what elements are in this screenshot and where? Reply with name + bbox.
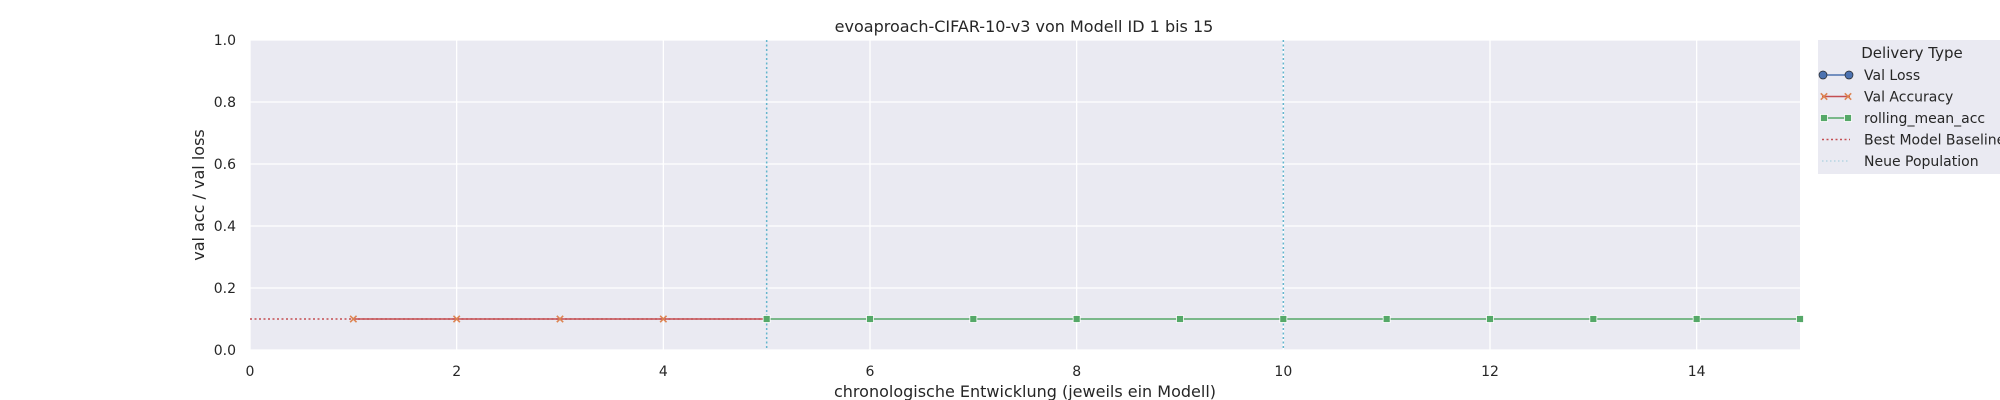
rolling-mean-acc-point: [1692, 315, 1701, 323]
rolling-mean-acc-point: [1486, 315, 1494, 323]
x-tick-label: 2: [452, 364, 461, 380]
legend-entry: Val Loss: [1818, 68, 1920, 84]
legend-label: Val Accuracy: [1864, 90, 1953, 106]
rolling-mean-acc-point: [762, 315, 771, 323]
legend-marker: [1820, 92, 1828, 101]
val-accuracy-point: [556, 315, 564, 323]
y-tick-label: 0.6: [214, 157, 236, 173]
y-tick-label: 0.2: [214, 281, 236, 297]
legend: Delivery Type Val Loss Val Accuracy rollin…: [1818, 40, 2000, 174]
legend-entry: Val Accuracy: [1820, 90, 1953, 106]
legend-marker: [1844, 114, 1852, 122]
rolling-mean-acc-point: [1589, 315, 1598, 323]
val-accuracy-point: [659, 315, 668, 323]
legend-marker: [1818, 70, 1828, 80]
rolling-mean-acc-point: [1796, 315, 1804, 323]
x-tick-label: 12: [1481, 364, 1499, 380]
x-axis-label: chronologische Entwicklung (jeweils ein …: [834, 382, 1216, 400]
rolling-mean-acc-point: [1072, 315, 1081, 323]
val-accuracy-point: [452, 315, 461, 323]
chart-title: evoaproach-CIFAR-10-v3 von Modell ID 1 b…: [835, 17, 1214, 36]
x-tick-label: 4: [659, 364, 668, 380]
rolling-mean-acc-point: [866, 315, 874, 323]
val-accuracy-point: [349, 315, 358, 323]
x-tick-label: 8: [1072, 364, 1081, 380]
legend-label: Val Loss: [1864, 68, 1920, 84]
rolling-mean-acc-point: [1279, 315, 1288, 323]
x-tick-label: 14: [1688, 364, 1706, 380]
x-tick-labels: 0 2 4 6 8 10 12 14: [246, 364, 1706, 380]
legend-label: rolling_mean_acc: [1864, 111, 1985, 127]
y-tick-labels: 0.0 0.2 0.4 0.6 0.8 1.0: [214, 33, 236, 359]
legend-entry: rolling_mean_acc: [1820, 111, 1985, 127]
x-tick-label: 0: [246, 364, 255, 380]
plot-area: [250, 40, 1800, 350]
grid-lines: [249, 39, 1800, 351]
rolling-mean-acc-point: [969, 315, 978, 323]
legend-title: Delivery Type: [1861, 44, 1962, 62]
x-tick-label: 6: [866, 364, 875, 380]
rolling-mean-acc-point: [1176, 315, 1184, 323]
legend-label: Neue Population: [1864, 154, 1979, 170]
legend-entries: Val Loss Val Accuracy rolling_mean_acc Best…: [1818, 68, 2000, 170]
legend-marker: [1844, 70, 1854, 80]
legend-label: Best Model Baseline: [1864, 133, 2000, 149]
legend-entry: Best Model Baseline: [1822, 133, 2000, 149]
y-tick-label: 0.4: [214, 219, 236, 235]
legend-entry: Neue Population: [1822, 154, 1979, 170]
y-tick-label: 1.0: [214, 33, 236, 49]
rolling-mean-acc-point: [1382, 315, 1391, 323]
legend-box: [1818, 40, 2000, 174]
y-tick-label: 0.8: [214, 95, 236, 111]
legend-marker: [1844, 92, 1852, 101]
y-tick-label: 0.0: [214, 343, 236, 359]
x-tick-label: 10: [1274, 364, 1292, 380]
legend-marker: [1820, 114, 1828, 122]
population-lines: [765, 40, 1285, 350]
y-axis-label: val acc / val loss: [189, 129, 208, 260]
series-layer: [349, 315, 1804, 323]
